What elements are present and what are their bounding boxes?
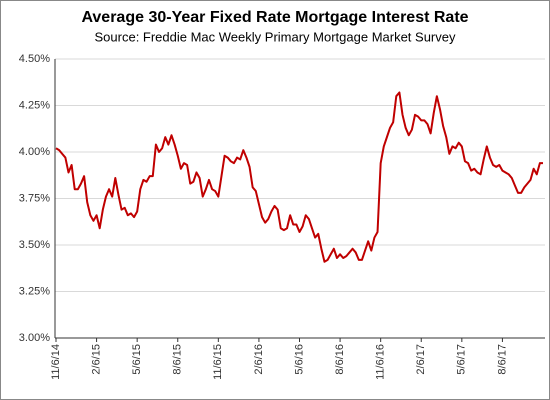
x-tick-label: 5/6/16 [293,344,305,375]
x-tick-label: 11/6/14 [50,344,62,380]
x-tick-label: 2/6/17 [415,344,427,375]
y-tick-label: 4.25% [19,99,50,111]
y-tick-label: 3.75% [19,192,50,204]
line [55,91,543,263]
x-tick-label: 8/6/15 [172,344,184,375]
chart-title: Average 30-Year Fixed Rate Mortgage Inte… [81,9,468,26]
y-tick-label: 4.50% [19,53,50,65]
x-tick-label: 2/6/15 [90,344,102,375]
x-tick-label: 11/6/15 [212,344,224,380]
chart-subtitle: Source: Freddie Mac Weekly Primary Mortg… [95,29,456,44]
x-tick-label: 5/6/15 [131,344,143,375]
y-tick-label: 4.00% [19,146,50,158]
y-tick-label: 3.25% [19,285,50,297]
x-tick-label: 8/6/17 [496,344,508,375]
x-tick-label: 2/6/16 [253,344,265,375]
x-tick-label: 11/6/16 [375,344,387,380]
y-tick-label: 3.50% [19,239,50,251]
x-tick-label: 5/6/17 [456,344,468,375]
x-tick-label: 8/6/16 [334,344,346,375]
y-tick-label: 3.00% [19,332,50,344]
